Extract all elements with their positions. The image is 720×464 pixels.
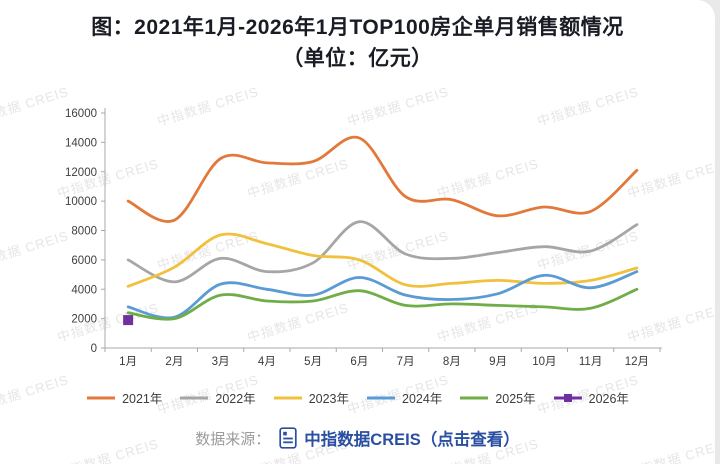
chart-title-line1: 图：2021年1月-2026年1月TOP100房企单月销售额情况: [91, 16, 624, 39]
legend-label: 2023年: [308, 392, 349, 406]
legend-item-2024年: 2024年: [366, 388, 442, 407]
legend-label: 2025年: [495, 392, 536, 406]
x-axis-label: 7月: [397, 356, 415, 368]
y-axis-label: 8000: [71, 226, 97, 238]
legend-item-2026年: 2026年: [553, 388, 629, 407]
series-line-2023年: [126, 232, 639, 288]
x-axis-label: 10月: [532, 356, 556, 368]
legend-item-2021年: 2021年: [86, 388, 162, 407]
series-line-2022年: [126, 220, 639, 284]
legend-label: 2024年: [402, 392, 443, 406]
series-line-2024年: [126, 270, 639, 320]
x-axis-label: 4月: [258, 356, 276, 368]
legend-label: 2026年: [588, 392, 629, 406]
y-axis-label: 14000: [65, 137, 97, 149]
x-axis-label: 12月: [625, 356, 649, 368]
legend-swatch: [367, 396, 395, 399]
y-axis-label: 12000: [65, 167, 97, 179]
x-axis-label: 11月: [579, 356, 602, 368]
series-point-2026年: [123, 315, 134, 326]
chart-legend: 2021年 2022年 2023年 2024年 2025年 2026年: [0, 388, 715, 407]
legend-item-2023年: 2023年: [273, 388, 349, 407]
x-axis-label: 2月: [165, 356, 183, 368]
x-axis-label: 9月: [489, 356, 507, 368]
data-source-row: 数据来源： 中指数据CREIS（点击查看）: [0, 426, 715, 450]
y-axis-label: 16000: [65, 108, 97, 120]
y-axis-label: 6000: [71, 255, 97, 267]
y-axis-label: 10000: [65, 196, 97, 208]
series-line-2025年: [126, 287, 639, 321]
legend-item-2025年: 2025年: [459, 388, 536, 407]
legend-label: 2021年: [122, 392, 163, 406]
line-chart: 0 2000 4000 6000 8000 10000 12000 14000 16000 1月 2…: [65, 108, 662, 368]
chart-title-line2: （单位：亿元）: [282, 47, 433, 70]
x-axis-label: 6月: [350, 356, 368, 368]
y-axis-label: 0: [91, 343, 97, 355]
legend-swatch: [553, 393, 582, 402]
y-axis-label: 2000: [71, 314, 97, 326]
legend-swatch: [87, 396, 116, 399]
y-axis-label: 4000: [71, 284, 97, 296]
series-line-2021年: [126, 135, 639, 223]
x-axis-label: 8月: [443, 356, 461, 368]
legend-marker: [563, 393, 572, 402]
legend-label: 2022年: [215, 392, 256, 406]
source-link-text: 中指数据CREIS（点击查看）: [304, 431, 520, 449]
legend-swatch: [180, 396, 209, 399]
chart-title: 图：2021年1月-2026年1月TOP100房企单月销售额情况 （单位：亿元）: [0, 12, 715, 74]
legend-swatch: [273, 396, 302, 399]
x-axis-label: 3月: [212, 356, 230, 368]
x-axis-label: 5月: [304, 356, 322, 368]
legend-item-2022年: 2022年: [179, 388, 256, 407]
source-link[interactable]: 中指数据CREIS（点击查看）: [279, 426, 520, 450]
document-icon: [279, 427, 297, 449]
legend-swatch: [460, 396, 489, 399]
source-label: 数据来源：: [195, 430, 271, 448]
x-axis-label: 1月: [119, 356, 137, 368]
